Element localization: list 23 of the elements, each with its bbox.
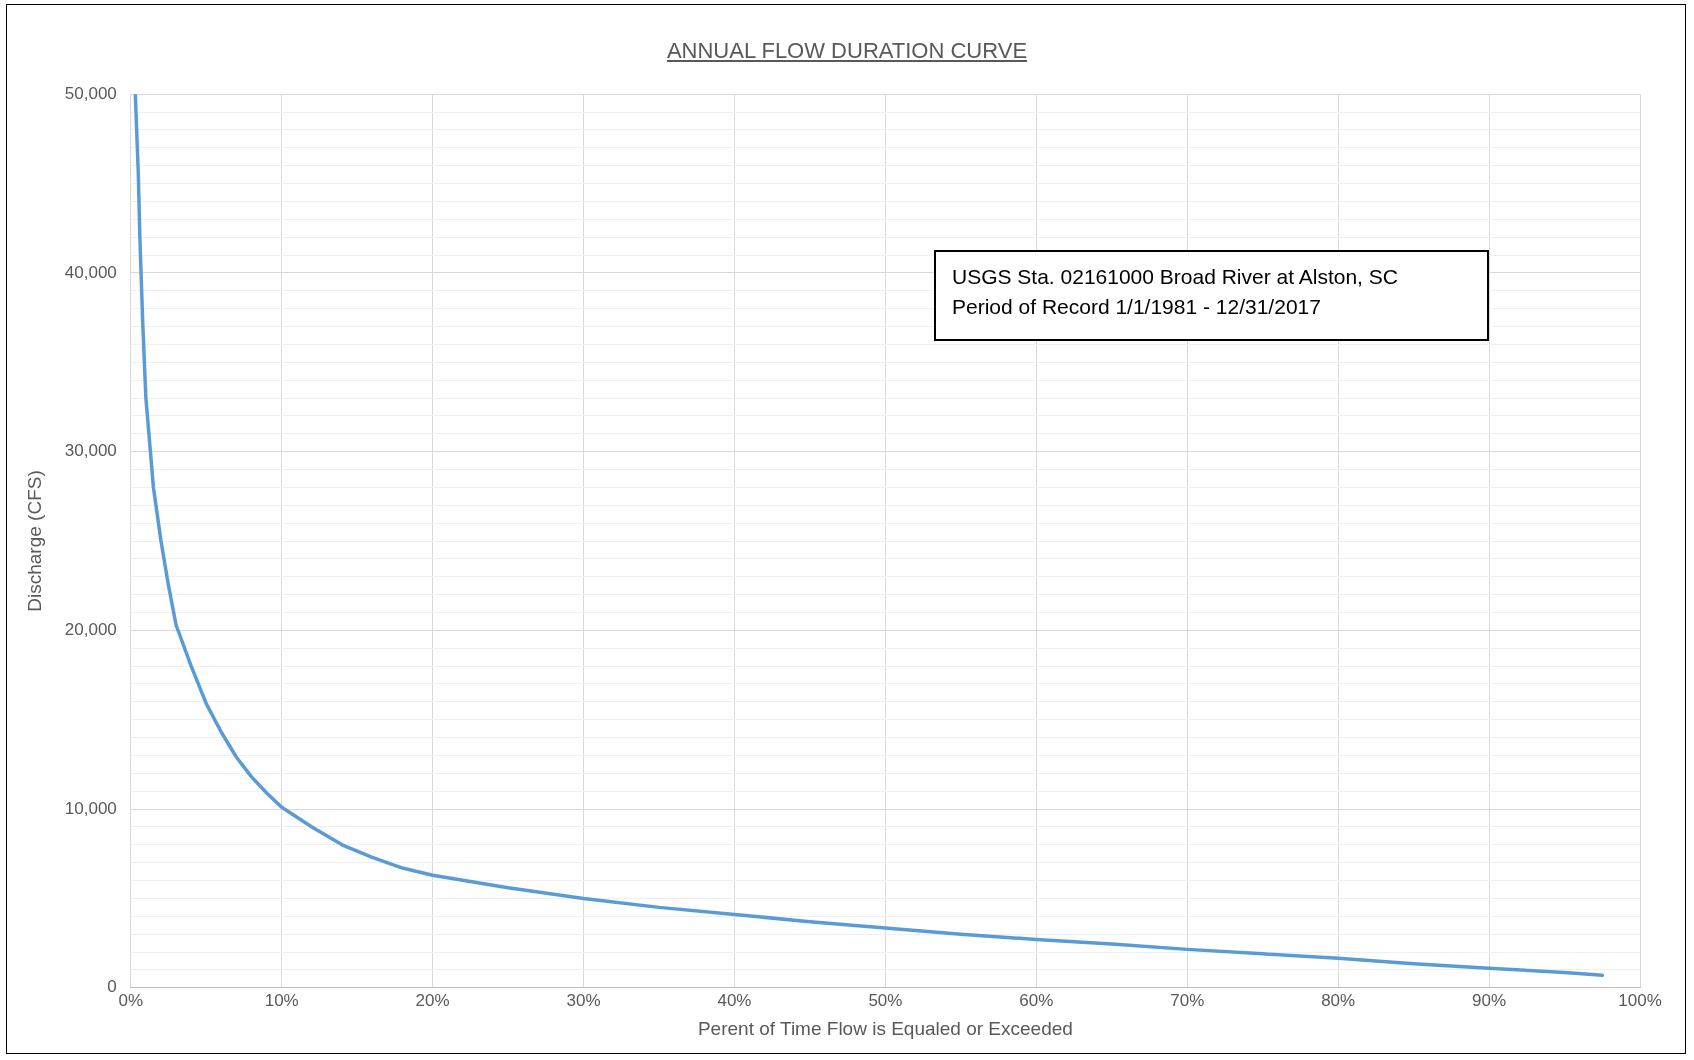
x-tick-label: 60% <box>1019 990 1054 1010</box>
x-tick-label: 100% <box>1618 990 1662 1010</box>
x-tick-label: 20% <box>415 990 450 1010</box>
x-tick-label: 30% <box>566 990 601 1010</box>
y-tick-label: 0 <box>107 977 117 997</box>
x-tick-label: 10% <box>264 990 299 1010</box>
chart-title: ANNUAL FLOW DURATION CURVE <box>665 38 1029 64</box>
y-tick-label: 10,000 <box>64 798 117 818</box>
y-tick-label: 50,000 <box>64 83 117 103</box>
note-box: USGS Sta. 02161000 Broad River at Alston, SC Period of Record 1/1/1981 - 12/31/2017 <box>934 250 1489 341</box>
x-tick-label: 0% <box>118 990 144 1010</box>
x-tick-label: 80% <box>1321 990 1356 1010</box>
y-axis-title: Discharge (CFS) <box>23 470 45 612</box>
y-tick-label: 30,000 <box>64 441 117 461</box>
annotation: Period of Record 1/1/1981 - 12/31/2017 <box>952 294 1322 320</box>
x-tick-label: 40% <box>717 990 752 1010</box>
y-tick-label: 20,000 <box>64 620 117 640</box>
x-axis-title: Perent of Time Flow is Equaled or Exceeded <box>697 1017 1073 1039</box>
y-tick-label: 40,000 <box>64 262 117 282</box>
x-tick-label: 90% <box>1472 990 1507 1010</box>
x-tick-label: 70% <box>1170 990 1205 1010</box>
x-tick-label: 50% <box>868 990 903 1010</box>
annotation: USGS Sta. 02161000 Broad River at Alston, SC <box>952 264 1399 290</box>
